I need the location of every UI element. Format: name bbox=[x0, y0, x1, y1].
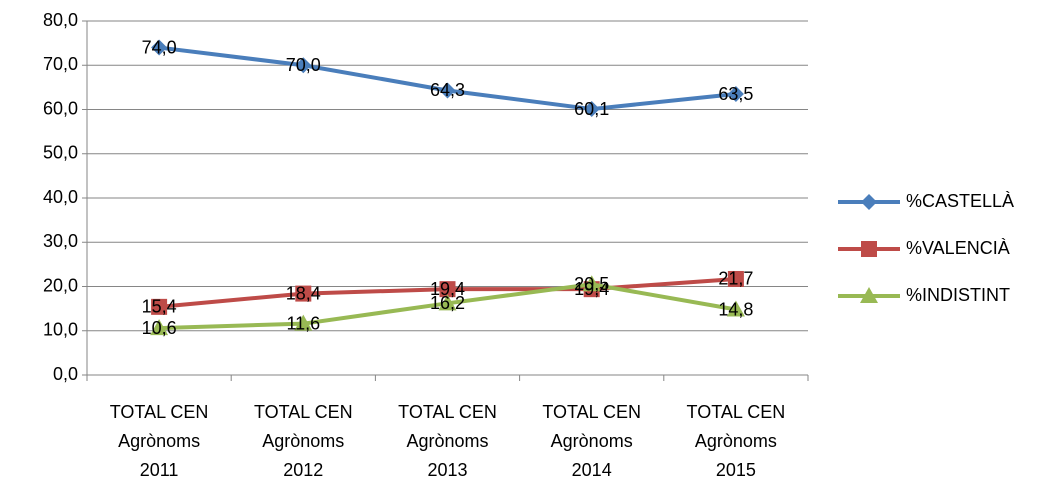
y-tick-label: 30,0 bbox=[43, 231, 78, 251]
marker bbox=[151, 298, 168, 315]
data-label: 60,1 bbox=[574, 99, 609, 119]
y-tick-label: 60,0 bbox=[43, 98, 78, 118]
y-tick-label: 70,0 bbox=[43, 54, 78, 74]
legend-label: %INDISTINT bbox=[906, 285, 1010, 305]
x-tick-label: TOTAL CEN Agrònoms 2011 bbox=[109, 402, 209, 480]
marker bbox=[861, 194, 877, 210]
data-label: 63,5 bbox=[718, 84, 753, 104]
marker bbox=[150, 319, 169, 336]
marker bbox=[295, 57, 312, 74]
marker bbox=[727, 270, 744, 287]
y-tick-label: 0,0 bbox=[53, 364, 78, 384]
legend-label: %CASTELLÀ bbox=[906, 191, 1014, 211]
y-tick-label: 10,0 bbox=[43, 320, 78, 340]
data-label: 16,2 bbox=[430, 293, 465, 313]
y-tick-label: 50,0 bbox=[43, 143, 78, 163]
x-tick-label: TOTAL CEN Agrònoms 2012 bbox=[253, 402, 353, 480]
data-label: 15,4 bbox=[142, 297, 177, 317]
data-label: 14,8 bbox=[718, 299, 753, 319]
legend-label: %VALENCIÀ bbox=[906, 238, 1010, 258]
data-label: 64,3 bbox=[430, 80, 465, 100]
marker bbox=[727, 86, 744, 103]
data-label: 70,0 bbox=[286, 55, 321, 75]
y-tick-label: 20,0 bbox=[43, 275, 78, 295]
marker bbox=[295, 285, 312, 302]
data-label: 20,5 bbox=[574, 274, 609, 294]
marker bbox=[151, 39, 168, 56]
x-tick-label: TOTAL CEN Agrònoms 2013 bbox=[398, 402, 497, 480]
marker bbox=[438, 294, 457, 311]
data-label: 18,4 bbox=[286, 283, 321, 303]
data-label: 21,7 bbox=[718, 269, 753, 289]
data-label: 19,4 bbox=[430, 279, 465, 299]
marker bbox=[439, 82, 456, 99]
marker bbox=[583, 101, 600, 118]
data-label: 11,6 bbox=[286, 313, 320, 333]
data-label: 19,4 bbox=[574, 279, 609, 299]
data-label: 10,6 bbox=[142, 318, 177, 338]
y-tick-label: 80,0 bbox=[43, 10, 78, 30]
marker bbox=[582, 275, 601, 292]
y-tick-label: 40,0 bbox=[43, 187, 78, 207]
marker bbox=[294, 314, 313, 331]
marker bbox=[861, 241, 877, 257]
marker bbox=[726, 300, 745, 317]
x-tick-label: TOTAL CEN Agrònoms 2014 bbox=[542, 402, 642, 480]
marker bbox=[439, 281, 456, 298]
marker bbox=[860, 287, 878, 303]
data-label: 74,0 bbox=[142, 37, 177, 57]
x-tick-label: TOTAL CEN Agrònoms 2015 bbox=[686, 402, 786, 480]
